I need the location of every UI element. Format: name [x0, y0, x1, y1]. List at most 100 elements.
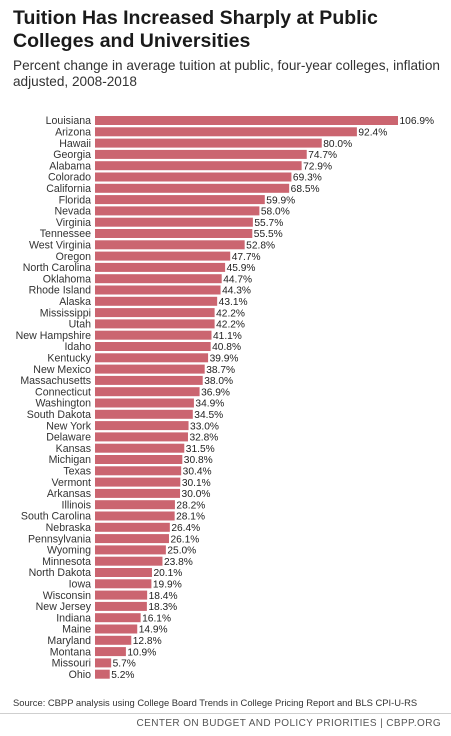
bar-indiana — [95, 613, 141, 623]
value-label-south-dakota: 34.5% — [194, 410, 223, 421]
category-label-wisconsin: Wisconsin — [43, 590, 91, 602]
value-label-nebraska: 26.4% — [171, 523, 200, 534]
value-label-washington: 34.9% — [195, 399, 224, 410]
category-label-new-jersey: New Jersey — [36, 601, 92, 613]
bar-arkansas — [95, 488, 181, 498]
category-label-massachusetts: Massachusetts — [20, 375, 91, 387]
value-label-idaho: 40.8% — [212, 342, 241, 353]
value-label-new-hampshire: 41.1% — [213, 331, 242, 342]
category-label-pennsylvania: Pennsylvania — [28, 533, 91, 545]
bar-oregon — [95, 251, 231, 261]
value-label-alabama: 72.9% — [303, 161, 332, 172]
category-label-florida: Florida — [59, 194, 91, 206]
value-label-california: 68.5% — [291, 184, 320, 195]
value-label-michigan: 30.8% — [184, 455, 213, 466]
category-label-north-dakota: North Dakota — [29, 567, 92, 579]
value-label-hawaii: 80.0% — [323, 139, 352, 150]
bar-nebraska — [95, 522, 170, 532]
value-label-minnesota: 23.8% — [164, 557, 193, 568]
value-label-oklahoma: 44.7% — [223, 274, 252, 285]
bar-massachusetts — [95, 375, 203, 385]
category-label-california: California — [46, 183, 91, 195]
value-label-ohio: 5.2% — [111, 670, 134, 681]
bar-texas — [95, 466, 182, 476]
bar-louisiana — [95, 116, 398, 125]
category-label-connecticut: Connecticut — [35, 386, 91, 398]
bar-montana — [95, 647, 126, 657]
category-label-vermont: Vermont — [52, 477, 92, 489]
bar-maine — [95, 624, 138, 634]
bar-north-carolina — [95, 262, 226, 272]
bar-tennessee — [95, 229, 253, 238]
category-label-nebraska: Nebraska — [46, 522, 91, 534]
value-label-alaska: 43.1% — [219, 297, 248, 308]
value-label-oregon: 47.7% — [232, 252, 261, 263]
category-label-louisiana: Louisiana — [46, 115, 91, 127]
value-label-mississippi: 42.2% — [216, 308, 245, 319]
bar-nevada — [95, 206, 260, 216]
value-label-new-jersey: 18.3% — [148, 602, 177, 613]
value-label-wyoming: 25.0% — [167, 546, 196, 557]
value-label-missouri: 5.7% — [113, 659, 136, 670]
category-label-washington: Washington — [35, 398, 91, 410]
value-label-vermont: 30.1% — [182, 478, 211, 489]
value-label-west-virginia: 52.8% — [246, 241, 275, 252]
bar-alabama — [95, 161, 302, 171]
bar-kentucky — [95, 353, 209, 363]
category-label-north-carolina: North Carolina — [23, 262, 91, 274]
category-label-south-dakota: South Dakota — [27, 409, 91, 421]
source-note: Source: CBPP analysis using College Boar… — [13, 697, 418, 708]
value-label-kansas: 31.5% — [186, 444, 215, 455]
category-label-south-carolina: South Carolina — [21, 511, 91, 523]
value-label-montana: 10.9% — [127, 647, 156, 658]
value-label-north-dakota: 20.1% — [153, 568, 182, 579]
value-label-texas: 30.4% — [183, 467, 212, 478]
category-label-new-hampshire: New Hampshire — [16, 330, 91, 342]
bar-iowa — [95, 579, 152, 589]
value-label-south-carolina: 28.1% — [176, 512, 205, 523]
value-label-new-mexico: 38.7% — [206, 365, 235, 376]
value-label-massachusetts: 38.0% — [204, 376, 233, 387]
category-label-maryland: Maryland — [47, 635, 91, 647]
category-label-mississippi: Mississippi — [40, 307, 91, 319]
category-label-indiana: Indiana — [56, 612, 91, 624]
bar-oklahoma — [95, 274, 222, 284]
category-label-colorado: Colorado — [48, 172, 91, 184]
bar-mississippi — [95, 308, 215, 318]
bar-wyoming — [95, 545, 166, 555]
footer-credit: CENTER ON BUDGET AND POLICY PRIORITIES |… — [136, 718, 441, 729]
value-label-rhode-island: 44.3% — [222, 286, 251, 297]
bar-kansas — [95, 443, 185, 453]
bar-pennsylvania — [95, 534, 169, 544]
category-label-kentucky: Kentucky — [47, 353, 91, 365]
category-label-utah: Utah — [69, 319, 91, 331]
bar-south-dakota — [95, 409, 193, 419]
value-label-kentucky: 39.9% — [210, 354, 239, 365]
bar-wisconsin — [95, 590, 148, 600]
bar-virginia — [95, 217, 253, 227]
bar-maryland — [95, 635, 132, 645]
value-label-tennessee: 55.5% — [254, 229, 283, 240]
category-label-new-york: New York — [46, 420, 91, 432]
value-label-wisconsin: 18.4% — [149, 591, 178, 602]
value-label-virginia: 55.7% — [254, 218, 283, 229]
value-label-connecticut: 36.9% — [201, 387, 230, 398]
category-label-hawaii: Hawaii — [59, 138, 91, 150]
value-label-arkansas: 30.0% — [182, 489, 211, 500]
value-label-indiana: 16.1% — [142, 613, 171, 624]
category-label-idaho: Idaho — [64, 341, 91, 353]
bar-alaska — [95, 296, 218, 306]
value-label-louisiana: 106.9% — [400, 116, 435, 127]
bar-new-hampshire — [95, 330, 212, 340]
category-label-rhode-island: Rhode Island — [29, 285, 92, 297]
category-label-west-virginia: West Virginia — [29, 240, 91, 252]
value-label-arizona: 92.4% — [358, 128, 387, 139]
category-label-wyoming: Wyoming — [47, 545, 91, 557]
value-label-iowa: 19.9% — [153, 580, 182, 591]
bar-michigan — [95, 455, 183, 464]
value-label-nevada: 58.0% — [261, 207, 290, 218]
bar-california — [95, 183, 290, 193]
bar-utah — [95, 319, 215, 329]
bar-minnesota — [95, 556, 163, 566]
category-label-oregon: Oregon — [56, 251, 91, 263]
